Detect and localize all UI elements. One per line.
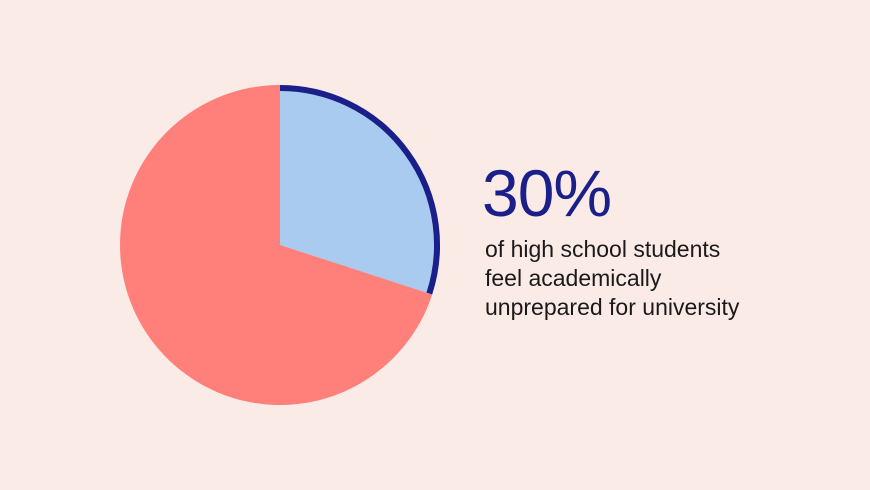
- highlight-arc: [279, 85, 440, 295]
- headline-percentage: 30%: [482, 156, 612, 230]
- pie-slice-1: [120, 85, 433, 405]
- caption-line: feel academically: [485, 265, 662, 291]
- caption-line: of high school students: [485, 236, 721, 262]
- pie-slice-0: [280, 85, 440, 295]
- caption-line: unprepared for university: [485, 294, 740, 320]
- caption: of high school students feel academicall…: [485, 235, 805, 322]
